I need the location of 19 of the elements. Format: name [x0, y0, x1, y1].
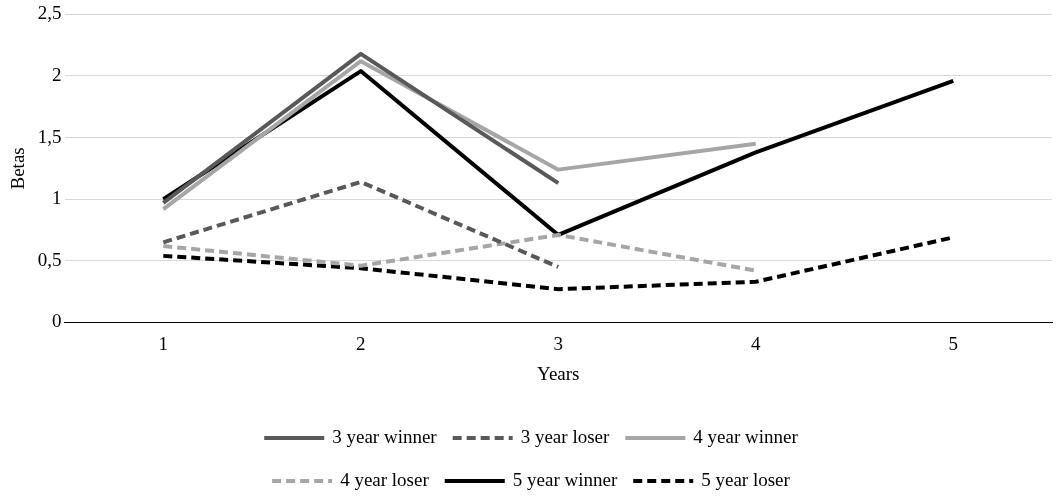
- y-tick-label: 0: [52, 310, 62, 332]
- legend-label: 4 year winner: [693, 425, 799, 447]
- y-axis-title: Betas: [7, 147, 29, 190]
- y-tick-label: 2: [52, 63, 62, 85]
- y-tick-label: 1: [52, 187, 62, 209]
- x-tick-label: 5: [948, 332, 959, 354]
- y-tick-label: 2,5: [37, 2, 62, 24]
- legend-label: 5 year loser: [701, 468, 791, 490]
- x-tick-label: 3: [553, 332, 564, 354]
- x-tick-label: 2: [356, 332, 366, 354]
- legend-label: 5 year winner: [512, 468, 618, 490]
- x-axis-title: Years: [537, 362, 580, 384]
- y-tick-label: 1,5: [37, 125, 62, 147]
- legend-label: 3 year loser: [520, 425, 610, 447]
- y-tick-label: 0,5: [37, 248, 62, 270]
- x-tick-label: 1: [158, 332, 169, 354]
- legend-label: 4 year loser: [340, 468, 430, 490]
- legend-label: 3 year winner: [332, 425, 438, 447]
- x-tick-label: 4: [751, 332, 762, 354]
